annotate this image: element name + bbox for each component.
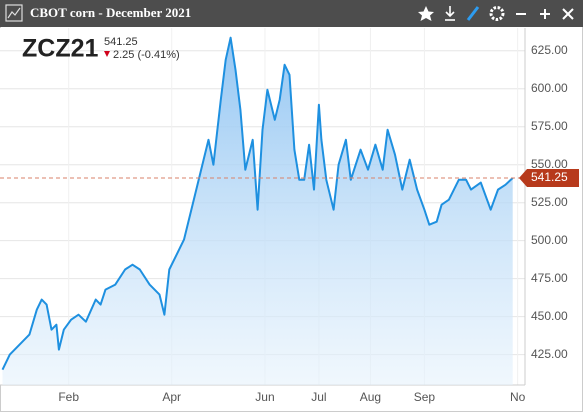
y-tick-label: 450.00 bbox=[531, 309, 568, 323]
header-icon bbox=[5, 4, 23, 22]
symbol: ZCZ21 bbox=[22, 35, 99, 63]
plot: 425.00 450.00 475.00 500.00 525.00 550.00 575.… bbox=[0, 28, 579, 404]
y-tick-label: 550.00 bbox=[531, 157, 568, 171]
x-tick-label: Sep bbox=[414, 390, 436, 404]
x-tick-label: Jul bbox=[311, 390, 326, 404]
y-tick-label: 600.00 bbox=[531, 81, 568, 95]
close-icon[interactable] bbox=[562, 8, 574, 20]
toolbar bbox=[418, 6, 574, 21]
price-line bbox=[1, 36, 514, 371]
price-tag-label: 541.25 bbox=[531, 170, 568, 184]
download-icon[interactable] bbox=[445, 6, 455, 21]
y-tick-label: 425.00 bbox=[531, 347, 568, 361]
down-arrow bbox=[104, 51, 110, 57]
price-tag bbox=[519, 169, 579, 188]
area bbox=[2, 37, 513, 385]
y-tick-label: 525.00 bbox=[531, 195, 568, 209]
y-tick-label: 575.00 bbox=[531, 119, 568, 133]
price-change: 2.25 (-0.41%) bbox=[113, 49, 180, 61]
last-price: 541.25 bbox=[104, 36, 138, 48]
draw-icon[interactable] bbox=[466, 6, 480, 21]
x-tick-label: Aug bbox=[360, 390, 381, 404]
x-tick-label: Jun bbox=[255, 390, 274, 404]
x-tick-label: Apr bbox=[162, 390, 181, 404]
x-tick-label: Feb bbox=[58, 390, 79, 404]
chart-title: CBOT corn - December 2021 bbox=[30, 5, 191, 20]
settings-icon[interactable] bbox=[489, 6, 505, 21]
y-tick-label: 500.00 bbox=[531, 233, 568, 247]
y-tick-label: 475.00 bbox=[531, 271, 568, 285]
x-tick-label: No bbox=[510, 390, 526, 404]
header-bar bbox=[0, 0, 583, 27]
favorite-icon[interactable] bbox=[418, 6, 434, 21]
maximize-icon[interactable] bbox=[540, 9, 550, 19]
y-tick-label: 625.00 bbox=[531, 43, 568, 57]
